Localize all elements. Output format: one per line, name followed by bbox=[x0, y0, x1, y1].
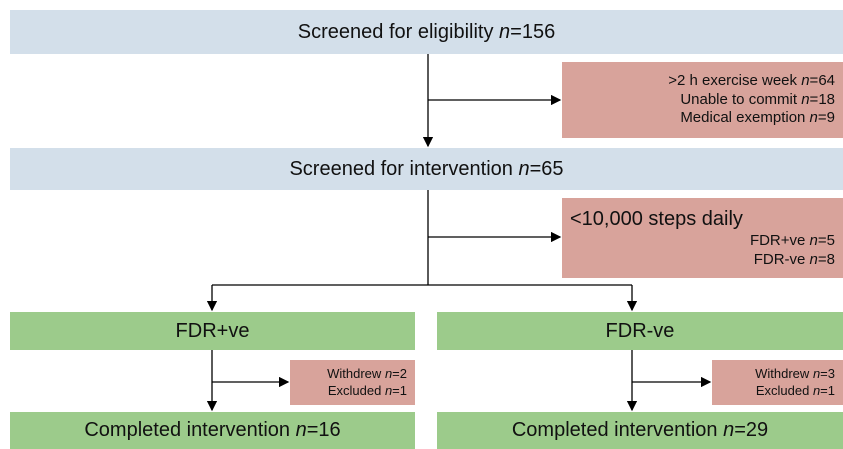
count-value: 156 bbox=[521, 20, 556, 43]
count-value: 5 bbox=[826, 231, 835, 249]
node-box: <10,000 steps daily FDR+ve n=5 FDR-ve n=8 bbox=[562, 198, 843, 278]
node-box: Completed intervention n=29 bbox=[437, 412, 843, 449]
node-heading: FDR+ve bbox=[175, 319, 250, 342]
count-equals: = bbox=[817, 250, 827, 268]
count-symbol: n bbox=[518, 157, 530, 180]
node-box: Screened for eligibility n=156 bbox=[10, 10, 843, 54]
node-box: FDR+ve bbox=[10, 312, 415, 350]
line-text: Excluded bbox=[755, 382, 810, 398]
node-box: Withdrew n=2 Excluded n=1 bbox=[290, 360, 415, 405]
line-text: FDR-ve bbox=[753, 250, 806, 268]
count-value: 1 bbox=[399, 382, 407, 398]
count-value: 8 bbox=[826, 250, 835, 268]
count-equals: = bbox=[510, 20, 522, 43]
node-line: Withdrew n=2 bbox=[298, 366, 407, 382]
line-text: Screened for intervention bbox=[289, 157, 513, 180]
count-value: 29 bbox=[745, 419, 769, 441]
count-equals: = bbox=[392, 382, 400, 398]
line-text: Completed intervention bbox=[511, 419, 718, 441]
count-equals: = bbox=[809, 71, 819, 89]
node-line: Withdrew n=3 bbox=[720, 366, 835, 382]
count-value: 9 bbox=[826, 109, 835, 127]
count-symbol: n bbox=[801, 90, 810, 108]
count-value: 3 bbox=[827, 366, 835, 382]
count-symbol: n bbox=[812, 366, 821, 382]
node-line: FDR+ve n=5 bbox=[570, 232, 835, 251]
count-symbol: n bbox=[809, 231, 818, 249]
count-equals: = bbox=[809, 90, 819, 108]
count-equals: = bbox=[306, 419, 319, 441]
node-line: Excluded n=1 bbox=[298, 383, 407, 399]
count-symbol: n bbox=[809, 250, 818, 268]
node-line: Screened for eligibility n=156 bbox=[16, 20, 837, 45]
node-box: >2 h exercise week n=64 Unable to commit … bbox=[562, 62, 843, 138]
node-box: FDR-ve bbox=[437, 312, 843, 350]
count-symbol: n bbox=[723, 419, 735, 441]
line-text: Withdrew bbox=[327, 366, 382, 382]
count-symbol: n bbox=[812, 382, 821, 398]
node-line: Screened for intervention n=65 bbox=[16, 157, 837, 182]
count-value: 64 bbox=[818, 71, 835, 89]
count-symbol: n bbox=[801, 71, 810, 89]
line-text: Completed intervention bbox=[84, 419, 291, 441]
node-line: FDR-ve n=8 bbox=[570, 251, 835, 270]
count-value: 16 bbox=[318, 419, 341, 441]
node-line: Excluded n=1 bbox=[720, 383, 835, 399]
node-line: Unable to commit n=18 bbox=[570, 91, 835, 110]
line-text: Withdrew bbox=[755, 366, 810, 382]
count-symbol: n bbox=[295, 419, 307, 441]
line-text: FDR+ve bbox=[749, 231, 806, 249]
count-value: 18 bbox=[818, 90, 835, 108]
node-box: Withdrew n=3 Excluded n=1 bbox=[712, 360, 843, 405]
line-text: Medical exemption bbox=[680, 109, 806, 127]
node-line: Completed intervention n=16 bbox=[16, 418, 409, 443]
line-text: >2 h exercise week bbox=[668, 71, 798, 89]
node-box: Completed intervention n=16 bbox=[10, 412, 415, 449]
node-line: >2 h exercise week n=64 bbox=[570, 72, 835, 91]
count-symbol: n bbox=[384, 382, 393, 398]
line-text: Unable to commit bbox=[680, 90, 798, 108]
count-equals: = bbox=[734, 419, 746, 441]
count-equals: = bbox=[820, 382, 828, 398]
line-text: Screened for eligibility bbox=[297, 20, 494, 43]
count-equals: = bbox=[817, 109, 827, 127]
node-heading: <10,000 steps daily bbox=[570, 207, 743, 230]
count-value: 2 bbox=[399, 366, 407, 382]
line-text: Excluded bbox=[327, 382, 382, 398]
count-equals: = bbox=[820, 366, 828, 382]
node-line: Medical exemption n=9 bbox=[570, 109, 835, 128]
node-box: Screened for intervention n=65 bbox=[10, 148, 843, 190]
node-heading: FDR-ve bbox=[605, 319, 675, 342]
count-value: 65 bbox=[541, 157, 564, 180]
count-value: 1 bbox=[827, 382, 835, 398]
count-equals: = bbox=[529, 157, 542, 180]
count-equals: = bbox=[817, 231, 827, 249]
node-line: Completed intervention n=29 bbox=[443, 418, 837, 443]
count-equals: = bbox=[392, 366, 400, 382]
count-symbol: n bbox=[384, 366, 393, 382]
count-symbol: n bbox=[809, 109, 818, 127]
count-symbol: n bbox=[499, 20, 511, 43]
